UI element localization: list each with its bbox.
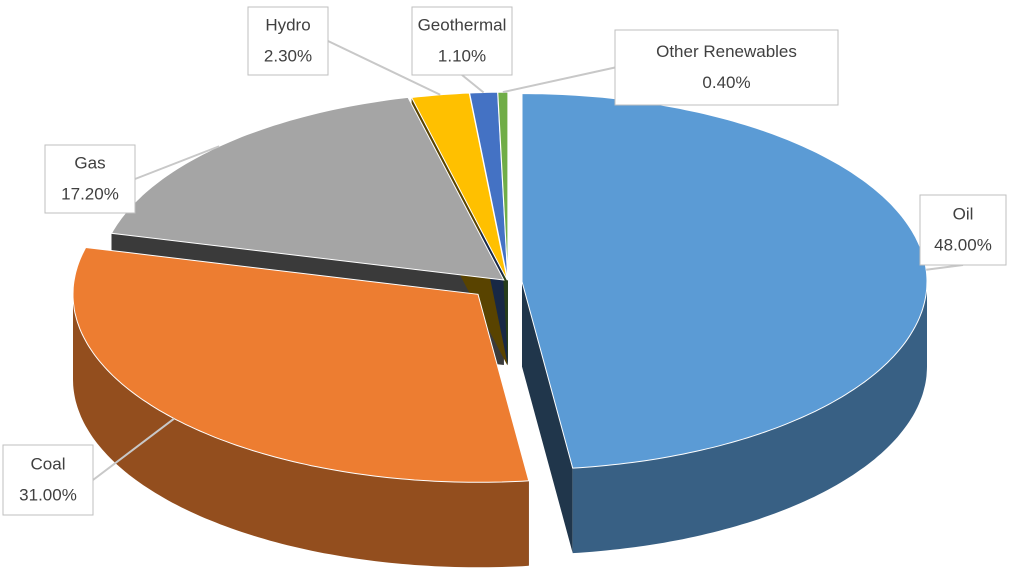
value-label: 17.20% xyxy=(61,184,119,203)
category-label: Oil xyxy=(953,204,974,223)
pie-slice xyxy=(521,93,928,469)
pie-slice xyxy=(468,91,509,281)
leader-line xyxy=(926,264,964,271)
label-box xyxy=(44,144,136,214)
label-box xyxy=(411,6,513,76)
pie-tops xyxy=(72,91,928,483)
category-label: Geothermal xyxy=(418,15,507,34)
value-label: 2.30% xyxy=(264,46,312,65)
value-label: 31.00% xyxy=(19,485,77,504)
leader-line xyxy=(461,74,485,94)
slice-cut-face xyxy=(522,281,573,554)
slice-side xyxy=(73,294,529,568)
category-label: Gas xyxy=(74,153,105,172)
label-box xyxy=(247,6,329,76)
leader-line xyxy=(134,145,220,180)
value-label: 48.00% xyxy=(934,235,992,254)
value-label: 0.40% xyxy=(702,73,750,92)
label-box xyxy=(919,194,1007,266)
slice-side xyxy=(572,281,927,554)
value-label: 1.10% xyxy=(438,46,486,65)
category-label: Coal xyxy=(31,454,66,473)
data-labels: Oil 48.00% Coal 31.00% Gas 17.20% Hydro 2.30% Ge… xyxy=(2,6,1007,516)
category-label: Other Renewables xyxy=(656,42,797,61)
label-box xyxy=(2,444,94,516)
pie-slice xyxy=(72,246,530,483)
category-label: Hydro xyxy=(265,15,310,34)
leader-line xyxy=(502,66,616,94)
label-box xyxy=(614,29,839,106)
leader-line xyxy=(92,417,175,481)
leader-line xyxy=(327,40,441,96)
